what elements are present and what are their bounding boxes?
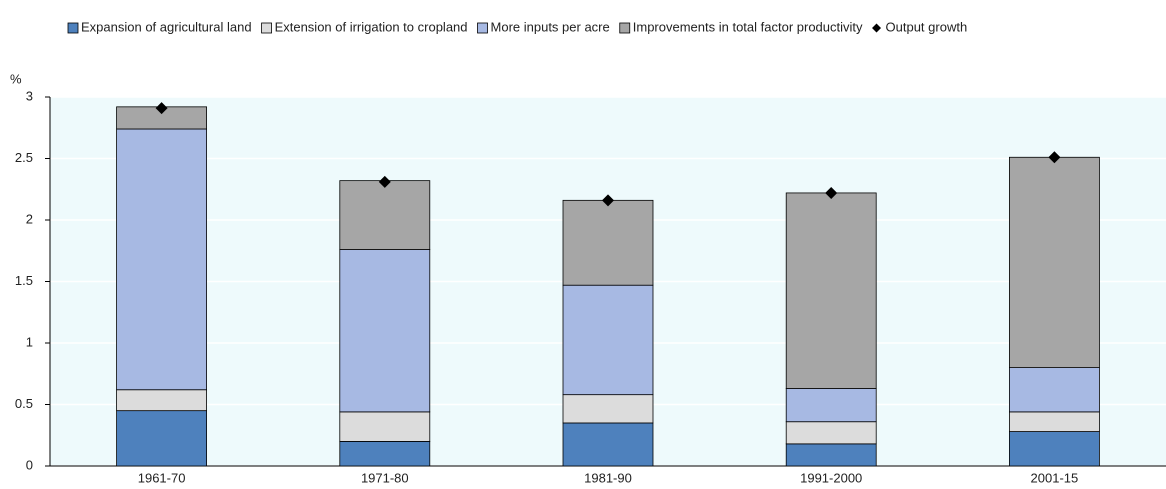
bar-segment [339, 180, 431, 250]
bar-segment [562, 394, 654, 424]
output-marker [378, 175, 391, 188]
x-tick-label: 2001-15 [1031, 470, 1079, 485]
bar-segment [1009, 411, 1100, 432]
legend-marker [261, 22, 272, 34]
bar-segment [116, 128, 207, 391]
output-marker [602, 194, 614, 207]
bar-segment [562, 199, 654, 286]
bar-segment [339, 249, 431, 413]
x-tick-label: 1971-80 [361, 470, 409, 485]
legend-label: Improvements in total factor productivit… [633, 19, 863, 34]
y-tick-label: 0.5 [15, 396, 33, 411]
legend-label: Output growth [886, 19, 968, 34]
x-tick-label: 1991-2000 [800, 470, 862, 485]
output-marker [1048, 151, 1061, 164]
bar-segment [785, 421, 877, 445]
bar-segment [785, 388, 877, 423]
bar-segment [339, 411, 431, 442]
legend-label: Extension of irrigation to cropland [275, 19, 468, 34]
legend-label: More inputs per acre [491, 19, 610, 34]
y-tick-label: 1.5 [15, 273, 33, 288]
y-tick-label: 0 [26, 457, 33, 472]
bar-segment [116, 410, 207, 467]
y-tick-label: 2 [26, 211, 33, 226]
output-marker [825, 186, 838, 199]
legend-marker [872, 23, 882, 33]
bar-segment [116, 389, 207, 412]
output-marker [155, 102, 168, 115]
legend-marker [67, 22, 79, 34]
y-tick-label: 2.5 [15, 150, 33, 165]
bar-segment [1009, 431, 1100, 467]
legend-marker [619, 22, 631, 34]
x-tick-label: 1961-70 [138, 470, 186, 485]
y-tick-label: 1 [26, 334, 33, 349]
bar-segment [1009, 367, 1100, 413]
x-tick-label: 1981-90 [584, 470, 632, 485]
bar-segment [785, 443, 877, 467]
bar-segment [339, 440, 431, 467]
bar-segment [785, 192, 877, 389]
y-tick-label: 3 [26, 88, 33, 103]
bar-segment [562, 422, 654, 467]
bar-segment [1009, 156, 1100, 369]
bar-segment [562, 284, 654, 396]
y-unit-label: % [10, 71, 22, 86]
legend-marker [477, 22, 488, 34]
legend-label: Expansion of agricultural land [81, 19, 252, 34]
